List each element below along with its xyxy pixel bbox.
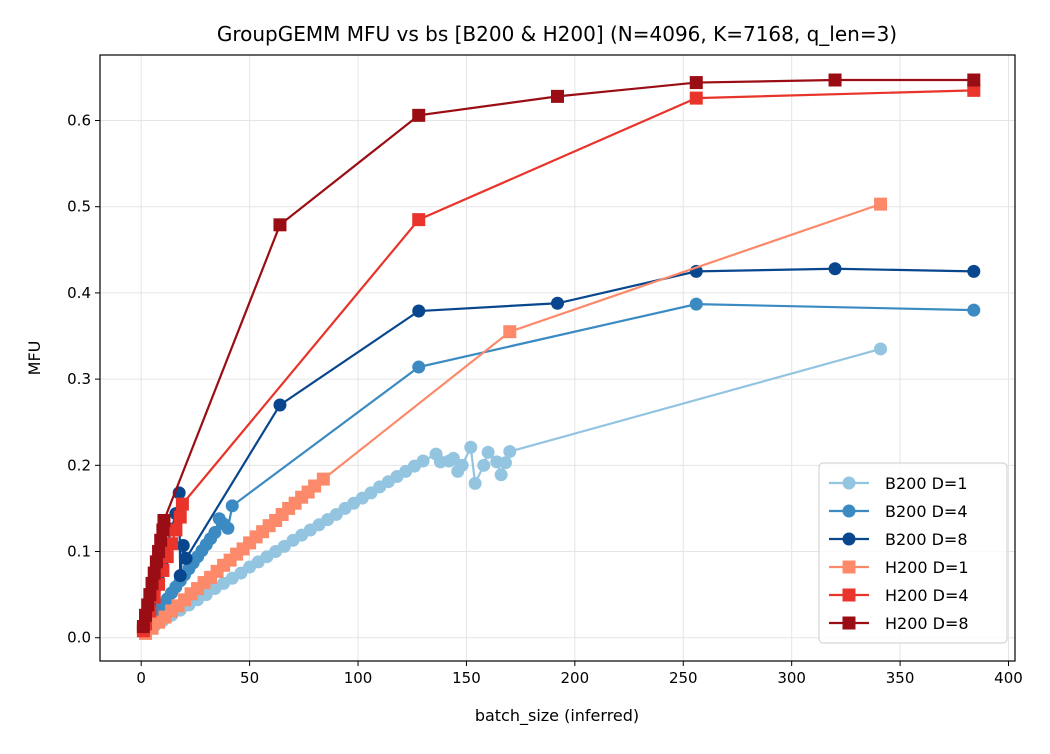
legend-label: B200 D=8	[885, 530, 968, 549]
data-point	[165, 537, 179, 551]
data-point	[179, 551, 193, 565]
data-point	[136, 620, 150, 634]
data-point	[828, 262, 842, 276]
data-point	[468, 476, 482, 490]
y-tick-label: 0.2	[67, 456, 91, 474]
data-point	[967, 264, 981, 278]
data-point	[412, 360, 426, 374]
data-point	[173, 510, 187, 524]
data-point	[494, 468, 508, 482]
data-point	[175, 497, 189, 511]
legend-marker	[842, 588, 856, 602]
data-point	[145, 576, 159, 590]
x-tick-label: 250	[669, 669, 698, 687]
y-tick-label: 0.4	[67, 284, 91, 302]
data-point	[828, 73, 842, 87]
legend-label: H200 D=4	[885, 586, 969, 605]
data-point	[273, 218, 287, 232]
series-line	[144, 347, 881, 633]
series-h200-d-1	[139, 197, 888, 640]
data-point	[412, 304, 426, 318]
data-point	[551, 89, 564, 103]
data-point	[316, 472, 330, 486]
data-point	[503, 445, 517, 459]
legend: B200 D=1 B200 D=4 B200 D=8 H200 D=1 H200 D=4…	[818, 462, 1008, 644]
data-point	[147, 566, 161, 580]
legend-frame	[818, 462, 1008, 644]
legend-label: B200 D=4	[885, 502, 968, 521]
series-group	[136, 73, 981, 640]
y-tick-label: 0.1	[67, 543, 91, 561]
data-point	[143, 588, 157, 602]
data-point	[208, 526, 222, 540]
data-point	[689, 76, 703, 90]
x-tick-label: 150	[452, 669, 481, 687]
data-point	[967, 83, 981, 97]
data-point	[169, 523, 183, 537]
x-tick-label: 300	[777, 669, 806, 687]
data-point	[412, 213, 426, 227]
x-tick-label: 200	[561, 669, 590, 687]
data-point	[481, 445, 495, 459]
x-tick-label: 400	[994, 669, 1023, 687]
data-point	[455, 458, 469, 472]
y-tick-label: 0.0	[67, 629, 91, 647]
x-tick-label: 50	[240, 669, 259, 687]
x-tick-label: 0	[136, 669, 146, 687]
data-point	[498, 456, 512, 470]
data-point	[412, 108, 426, 122]
data-point	[173, 569, 187, 583]
plot-frame	[99, 54, 1016, 662]
legend-label: H200 D=8	[885, 614, 969, 633]
data-point	[221, 521, 235, 535]
data-point	[273, 398, 287, 412]
y-tick-label: 0.6	[67, 112, 91, 130]
grid	[100, 55, 1015, 661]
data-point	[149, 555, 163, 569]
data-point	[551, 296, 564, 310]
y-axis-label: MFU	[25, 341, 44, 376]
data-point	[874, 197, 888, 211]
data-point	[176, 538, 190, 552]
legend-marker	[842, 532, 856, 546]
data-point	[141, 598, 155, 612]
legend-label: H200 D=1	[885, 558, 969, 577]
data-point	[225, 499, 239, 513]
legend-marker	[842, 560, 856, 574]
series-b200-d-1	[139, 342, 888, 639]
data-point	[503, 325, 517, 339]
data-point	[157, 513, 171, 527]
x-tick-label: 100	[344, 669, 373, 687]
data-point	[416, 454, 430, 468]
data-point	[967, 73, 981, 87]
y-tick-label: 0.3	[67, 370, 91, 388]
data-point	[689, 297, 703, 311]
data-point	[139, 608, 153, 622]
legend-marker	[842, 476, 856, 490]
data-point	[477, 458, 491, 472]
y-tick-label: 0.5	[67, 198, 91, 216]
data-point	[446, 451, 460, 465]
series-h200-d-8	[136, 73, 981, 634]
data-point	[689, 91, 703, 105]
x-tick-label: 350	[886, 669, 915, 687]
data-point	[874, 342, 888, 356]
data-point	[464, 440, 478, 454]
legend-marker	[842, 616, 856, 630]
legend-label: B200 D=1	[885, 474, 968, 493]
data-point	[152, 545, 166, 559]
chart-title: GroupGEMM MFU vs bs [B200 & H200] (N=409…	[217, 22, 897, 46]
data-point	[154, 533, 168, 547]
axis-ticks: 0 50 100 150 200 250 300 350 400 0.0 0.1 0.2 0.3 0.4 0…	[67, 112, 1023, 687]
x-axis-label: batch_size (inferred)	[475, 706, 639, 726]
data-point	[967, 303, 981, 317]
legend-marker	[842, 504, 856, 518]
